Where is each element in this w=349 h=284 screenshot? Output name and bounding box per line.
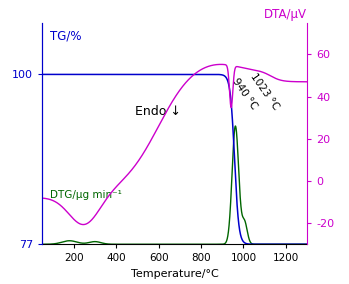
Text: 940 °C: 940 °C (231, 76, 259, 111)
Text: TG/%: TG/% (50, 29, 81, 42)
X-axis label: Temperature/°C: Temperature/°C (131, 269, 218, 279)
Text: 1023 °C: 1023 °C (248, 71, 281, 111)
Text: Endo ↓: Endo ↓ (135, 105, 180, 118)
Text: DTG/μg min⁻¹: DTG/μg min⁻¹ (50, 190, 122, 200)
Text: DTA/μV: DTA/μV (264, 7, 307, 20)
